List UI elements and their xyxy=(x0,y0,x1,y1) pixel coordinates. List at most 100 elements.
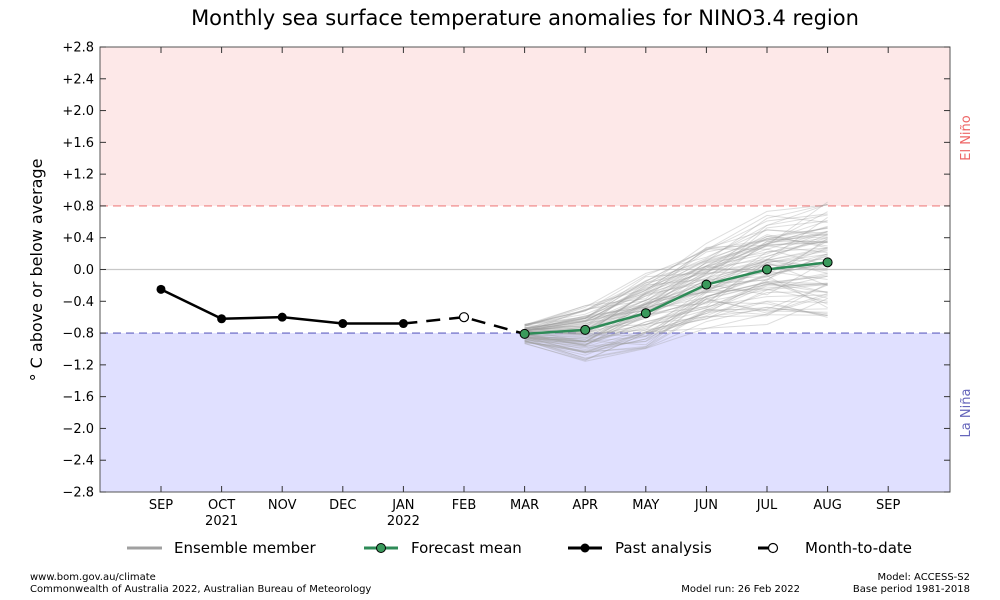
ensemble-member-line xyxy=(524,253,828,335)
y-tick-label: +2.0 xyxy=(62,104,94,119)
ensemble-member-line xyxy=(524,284,828,339)
ensemble-member-line xyxy=(524,293,828,359)
ensemble-member-line xyxy=(524,309,828,353)
y-tick-label: −1.6 xyxy=(62,390,94,405)
legend-ensemble-label: Ensemble member xyxy=(174,539,317,557)
ensemble-member-line xyxy=(524,249,828,330)
ensemble-member-line xyxy=(524,253,828,342)
la-nina-label: La Niña xyxy=(959,389,974,438)
ensemble-member-line xyxy=(524,225,828,335)
ensemble-member-line xyxy=(524,275,828,354)
ensemble-members xyxy=(524,201,828,362)
ensemble-member-line xyxy=(524,227,828,335)
past-analysis-point xyxy=(338,319,348,329)
y-tick-label: −2.0 xyxy=(62,422,94,437)
ensemble-member-line xyxy=(524,291,828,361)
x-tick-label: JUN xyxy=(694,498,718,513)
ensemble-member-line xyxy=(524,282,828,345)
ensemble-member-line xyxy=(524,247,828,334)
footer-copyright: Commonwealth of Australia 2022, Australi… xyxy=(30,584,372,595)
ensemble-member-line xyxy=(524,263,828,340)
ensemble-member-line xyxy=(524,211,828,328)
ensemble-member-line xyxy=(524,259,828,335)
ensemble-member-line xyxy=(524,201,828,327)
ensemble-member-line xyxy=(524,295,828,353)
ensemble-member-line xyxy=(524,258,828,334)
legend-mtd-label: Month-to-date xyxy=(805,539,912,557)
ensemble-member-line xyxy=(524,229,828,326)
chart-title: Monthly sea surface temperature anomalie… xyxy=(191,6,859,30)
x-tick-label: OCT xyxy=(208,498,235,513)
y-tick-label: −0.8 xyxy=(62,327,94,342)
x-tick-label: SEP xyxy=(149,498,173,513)
ensemble-member-line xyxy=(524,238,828,330)
ensemble-member-line xyxy=(524,282,828,343)
ensemble-member-line xyxy=(524,272,828,346)
ensemble-member-line xyxy=(524,308,828,349)
ensemble-member-line xyxy=(524,214,828,330)
forecast-mean-point xyxy=(640,308,651,319)
ensemble-member-line xyxy=(524,239,828,335)
ensemble-member-line xyxy=(524,258,828,334)
ensemble-member-line xyxy=(524,242,828,326)
y-axis-label: ° C above or below average xyxy=(27,159,46,382)
ensemble-member-line xyxy=(524,229,828,327)
ensemble-member-line xyxy=(524,248,828,331)
ensemble-member-line xyxy=(524,263,828,340)
x-year-label: 2021 xyxy=(205,514,238,529)
x-year-label: 2022 xyxy=(387,514,420,529)
legend-past-label: Past analysis xyxy=(615,539,712,557)
ensemble-member-line xyxy=(524,283,828,346)
ensemble-member-line xyxy=(524,261,828,347)
ensemble-member-line xyxy=(524,231,828,326)
past-analysis-point xyxy=(277,312,287,322)
la-nina-region xyxy=(100,333,950,492)
ensemble-member-line xyxy=(524,255,828,333)
forecast-mean-point xyxy=(580,324,591,335)
x-tick-label: MAY xyxy=(632,498,659,513)
ensemble-member-line xyxy=(524,227,828,332)
ensemble-member-line xyxy=(524,234,828,329)
x-tick-label: NOV xyxy=(268,498,297,513)
ensemble-member-line xyxy=(524,301,828,361)
ensemble-member-line xyxy=(524,234,828,334)
legend: Ensemble member Forecast mean Past analy… xyxy=(127,539,912,557)
ensemble-member-line xyxy=(524,281,828,333)
footer-model: Model: ACCESS-S2 xyxy=(877,572,970,583)
ensemble-member-line xyxy=(524,301,828,356)
el-nino-label: El Niño xyxy=(959,115,974,161)
ensemble-member-line xyxy=(524,235,828,330)
x-tick-label: AUG xyxy=(813,498,841,513)
legend-past-marker xyxy=(580,543,590,553)
ensemble-member-line xyxy=(524,241,828,331)
ensemble-member-line xyxy=(524,231,828,331)
y-tick-label: +2.4 xyxy=(62,72,94,87)
y-tick-label: −2.4 xyxy=(62,454,94,469)
y-tick-label: +2.8 xyxy=(62,41,94,56)
ensemble-member-line xyxy=(524,247,828,330)
y-tick-label: +1.2 xyxy=(62,168,94,183)
ensemble-member-line xyxy=(524,236,828,325)
x-tick-label: MAR xyxy=(510,498,539,513)
plot-area: +2.8 +2.4 +2.0 +1.6 +1.2 +0.8 +0.4 0.0 −0.4 −0.8 −… xyxy=(62,41,951,529)
ensemble-member-line xyxy=(524,230,828,326)
ensemble-member-line xyxy=(524,237,828,332)
forecast-mean-point xyxy=(519,328,530,339)
x-tick-label: APR xyxy=(572,498,598,513)
x-tick-label: SEP xyxy=(876,498,900,513)
ensemble-member-line xyxy=(524,306,828,353)
legend-mtd-marker xyxy=(767,542,779,554)
ensemble-member-line xyxy=(524,300,828,354)
ensemble-member-line xyxy=(524,233,828,330)
footer-website: www.bom.gov.au/climate xyxy=(30,572,156,583)
ensemble-member-line xyxy=(524,284,828,342)
ensemble-member-line xyxy=(524,220,828,330)
footer-base-period: Base period 1981-2018 xyxy=(852,584,970,595)
forecast-mean-line xyxy=(524,261,828,336)
y-tick-label: −2.8 xyxy=(62,486,94,501)
ensemble-member-line xyxy=(524,226,828,332)
y-tick-label: −0.4 xyxy=(62,295,94,310)
ensemble-member-line xyxy=(524,284,828,353)
footer-credit: www.bom.gov.au/climate Commonwealth of A… xyxy=(30,572,371,596)
ensemble-member-line xyxy=(524,216,828,329)
